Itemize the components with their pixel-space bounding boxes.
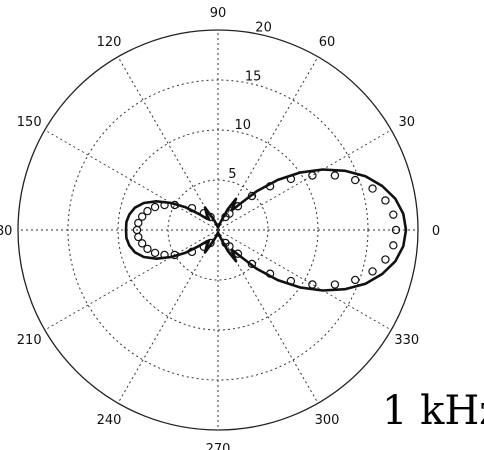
radius-label-15: 15 xyxy=(245,69,262,84)
measured-point-marker xyxy=(225,242,234,251)
measured-point-marker xyxy=(389,210,398,219)
measured-point-marker xyxy=(160,200,169,210)
angle-labels: 0 30 60 90 120 150 180 210 240 270 300 330 xyxy=(0,6,440,450)
radius-labels: 5 10 15 20 xyxy=(228,20,272,182)
angle-label-150: 150 xyxy=(17,115,42,130)
polar-grid xyxy=(17,29,419,431)
spoke-60 xyxy=(217,56,319,231)
measured-point-marker xyxy=(265,182,275,191)
measured-point-marker xyxy=(368,267,377,276)
measured-point-marker xyxy=(381,255,390,264)
angle-label-180: 180 xyxy=(0,224,12,239)
measured-point-marker xyxy=(368,184,377,193)
ring-10 xyxy=(117,129,319,331)
spoke-330 xyxy=(217,229,392,331)
radius-label-5: 5 xyxy=(228,167,236,182)
measured-point-marker xyxy=(330,171,340,180)
spoke-240 xyxy=(117,229,219,404)
measured-point-marker xyxy=(206,238,215,248)
series-line xyxy=(124,168,408,292)
measured-point-marker xyxy=(150,248,160,258)
angle-label-60: 60 xyxy=(319,35,336,50)
measured-point-marker xyxy=(143,244,152,254)
radius-label-20: 20 xyxy=(255,20,272,35)
measured-point-marker xyxy=(389,241,398,250)
angle-label-210: 210 xyxy=(17,333,42,348)
measured-point-marker xyxy=(134,232,143,242)
measured-point-marker xyxy=(150,202,160,212)
spoke-30 xyxy=(217,129,392,231)
measured-point-marker xyxy=(206,212,215,222)
measured-point-marker xyxy=(160,250,169,260)
measured-point-marker xyxy=(221,212,230,222)
ring-5 xyxy=(167,179,269,281)
measured-point-marker xyxy=(187,247,197,257)
measured-point-marker xyxy=(143,206,152,216)
measured-point-marker xyxy=(134,218,143,228)
measured-point-marker xyxy=(233,202,243,211)
radius-label-10: 10 xyxy=(235,118,252,133)
measured-point-marker xyxy=(330,280,340,289)
measured-point-marker xyxy=(350,175,360,185)
frequency-annotation: 1 kHz xyxy=(382,388,484,434)
angle-label-330: 330 xyxy=(394,333,419,348)
measured-point-marker xyxy=(308,171,317,180)
measured-point-marker xyxy=(350,275,360,285)
measured-point-marker xyxy=(137,239,147,248)
measured-point-marker xyxy=(187,203,197,213)
measured-point-marker xyxy=(247,259,257,269)
data-series xyxy=(124,168,408,292)
measured-point-marker xyxy=(286,174,296,184)
measured-point-marker xyxy=(170,250,179,260)
measured-point-marker xyxy=(381,196,390,205)
angle-label-300: 300 xyxy=(315,413,340,428)
angle-label-30: 30 xyxy=(399,115,416,130)
spoke-120 xyxy=(117,56,219,231)
measured-point-marker xyxy=(308,280,317,289)
angle-label-120: 120 xyxy=(97,35,122,50)
measured-point-marker xyxy=(265,269,275,278)
ring-15 xyxy=(67,79,369,381)
angle-label-0: 0 xyxy=(432,224,440,239)
spoke-300 xyxy=(217,229,319,404)
measured-point-marker xyxy=(199,208,209,218)
angle-label-90: 90 xyxy=(210,6,227,21)
angle-label-240: 240 xyxy=(97,413,122,428)
outer-ring xyxy=(17,29,419,431)
measured-point-marker xyxy=(247,191,257,201)
measured-point-marker xyxy=(233,249,243,258)
measured-point-marker xyxy=(137,212,147,221)
measured-point-marker xyxy=(391,225,401,235)
measured-point-marker xyxy=(170,200,179,210)
angle-label-270: 270 xyxy=(206,442,231,450)
measured-point-marker xyxy=(286,276,296,286)
measured-point-marker xyxy=(199,242,209,252)
